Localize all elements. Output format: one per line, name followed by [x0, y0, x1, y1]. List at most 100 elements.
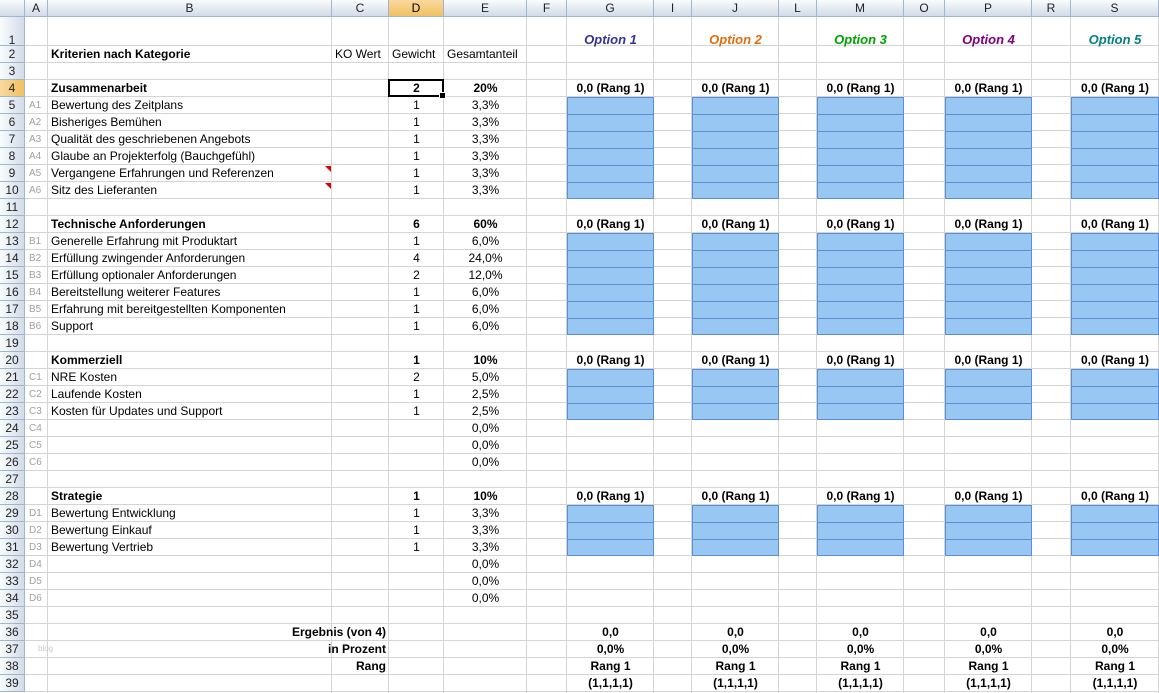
rating-input-cell[interactable]: [1071, 165, 1159, 182]
rating-input-cell[interactable]: [1071, 386, 1159, 403]
rating-input-cell[interactable]: [692, 403, 779, 420]
rating-input-cell[interactable]: [1071, 250, 1159, 267]
criterion-name[interactable]: Qualität des geschriebenen Angebots: [51, 132, 251, 146]
row-header-9[interactable]: 9: [0, 165, 25, 182]
rating-input-cell[interactable]: [945, 148, 1032, 165]
criterion-name[interactable]: Kosten für Updates und Support: [51, 404, 223, 418]
criterion-weight[interactable]: 1: [413, 183, 420, 197]
criterion-weight[interactable]: 1: [413, 506, 420, 520]
row-header-14[interactable]: 14: [0, 250, 25, 267]
criterion-weight[interactable]: 1: [413, 234, 420, 248]
rating-input-cell[interactable]: [567, 318, 654, 335]
column-header-s[interactable]: S: [1071, 0, 1159, 17]
criterion-name[interactable]: Erfüllung zwingender Anforderungen: [51, 251, 246, 265]
rating-input-cell[interactable]: [945, 369, 1032, 386]
rating-input-cell[interactable]: [945, 131, 1032, 148]
rating-input-cell[interactable]: [692, 301, 779, 318]
criterion-name[interactable]: Vergangene Erfahrungen und Referenzen: [51, 166, 274, 180]
active-cell-d4[interactable]: [388, 79, 446, 99]
column-header-i[interactable]: I: [654, 0, 692, 17]
criterion-weight[interactable]: 2: [413, 268, 420, 282]
row-header-36[interactable]: 36: [0, 624, 25, 641]
row-header-19[interactable]: 19: [0, 335, 25, 352]
option-header[interactable]: Option 3: [834, 32, 887, 47]
rating-input-cell[interactable]: [1071, 403, 1159, 420]
criterion-weight[interactable]: [392, 454, 441, 471]
row-header-3[interactable]: 3: [0, 63, 25, 80]
rating-input-cell[interactable]: [1071, 267, 1159, 284]
rating-input-cell[interactable]: [1071, 369, 1159, 386]
row-header-20[interactable]: 20: [0, 352, 25, 369]
row-header-17[interactable]: 17: [0, 301, 25, 318]
criterion-name[interactable]: [51, 556, 329, 573]
rating-input-cell[interactable]: [567, 165, 654, 182]
rating-input-cell[interactable]: [567, 250, 654, 267]
rating-input-cell[interactable]: [567, 182, 654, 199]
rating-input-cell[interactable]: [1071, 182, 1159, 199]
criterion-name[interactable]: [51, 420, 329, 437]
criterion-weight[interactable]: 1: [413, 302, 420, 316]
rating-input-cell[interactable]: [692, 369, 779, 386]
option-header[interactable]: Option 1: [584, 32, 637, 47]
column-header-c[interactable]: C: [332, 0, 389, 17]
rating-input-cell[interactable]: [817, 182, 904, 199]
column-header-b[interactable]: B: [48, 0, 332, 17]
rating-input-cell[interactable]: [817, 386, 904, 403]
criterion-name[interactable]: Bewertung Einkauf: [51, 523, 152, 537]
rating-input-cell[interactable]: [692, 97, 779, 114]
rating-input-cell[interactable]: [567, 131, 654, 148]
column-header-m[interactable]: M: [817, 0, 904, 17]
criterion-weight[interactable]: 1: [413, 149, 420, 163]
rating-input-cell[interactable]: [945, 165, 1032, 182]
row-header-2[interactable]: 2: [0, 46, 25, 63]
column-header-a[interactable]: A: [25, 0, 48, 17]
comment-indicator[interactable]: [325, 166, 331, 172]
rating-input-cell[interactable]: [817, 165, 904, 182]
rating-input-cell[interactable]: [567, 403, 654, 420]
rating-input-cell[interactable]: [567, 233, 654, 250]
rating-input-cell[interactable]: [692, 267, 779, 284]
rating-input-cell[interactable]: [1071, 505, 1159, 522]
rating-input-cell[interactable]: [567, 97, 654, 114]
rating-input-cell[interactable]: [692, 284, 779, 301]
row-header-11[interactable]: 11: [0, 199, 25, 216]
row-header-4[interactable]: 4: [0, 80, 25, 97]
criterion-name[interactable]: [51, 454, 329, 471]
criterion-weight[interactable]: 1: [413, 115, 420, 129]
rating-input-cell[interactable]: [945, 505, 1032, 522]
row-header-38[interactable]: 38: [0, 658, 25, 675]
criterion-name[interactable]: Sitz des Lieferanten: [51, 183, 158, 197]
rating-input-cell[interactable]: [567, 539, 654, 556]
row-header-15[interactable]: 15: [0, 267, 25, 284]
rating-input-cell[interactable]: [945, 97, 1032, 114]
select-all-corner[interactable]: [0, 0, 25, 17]
comment-indicator[interactable]: [325, 183, 331, 189]
criterion-weight[interactable]: [392, 556, 441, 573]
column-header-p[interactable]: P: [945, 0, 1032, 17]
criterion-name[interactable]: [51, 590, 329, 607]
rating-input-cell[interactable]: [817, 148, 904, 165]
column-header-l[interactable]: L: [779, 0, 817, 17]
row-header-18[interactable]: 18: [0, 318, 25, 335]
rating-input-cell[interactable]: [817, 505, 904, 522]
row-header-30[interactable]: 30: [0, 522, 25, 539]
row-header-12[interactable]: 12: [0, 216, 25, 233]
row-header-37[interactable]: 37: [0, 641, 25, 658]
rating-input-cell[interactable]: [1071, 318, 1159, 335]
row-header-33[interactable]: 33: [0, 573, 25, 590]
rating-input-cell[interactable]: [817, 539, 904, 556]
rating-input-cell[interactable]: [567, 284, 654, 301]
criterion-name[interactable]: Bewertung des Zeitplans: [51, 98, 184, 112]
category-weight[interactable]: 1: [413, 353, 420, 367]
row-header-1[interactable]: 1: [0, 17, 25, 47]
rating-input-cell[interactable]: [945, 318, 1032, 335]
option-header[interactable]: Option 4: [962, 32, 1015, 47]
rating-input-cell[interactable]: [692, 114, 779, 131]
criterion-weight[interactable]: 1: [413, 98, 420, 112]
rating-input-cell[interactable]: [817, 284, 904, 301]
category-weight[interactable]: 1: [413, 489, 420, 503]
rating-input-cell[interactable]: [692, 539, 779, 556]
criterion-weight[interactable]: 1: [413, 319, 420, 333]
criterion-name[interactable]: [51, 573, 329, 590]
row-header-7[interactable]: 7: [0, 131, 25, 148]
